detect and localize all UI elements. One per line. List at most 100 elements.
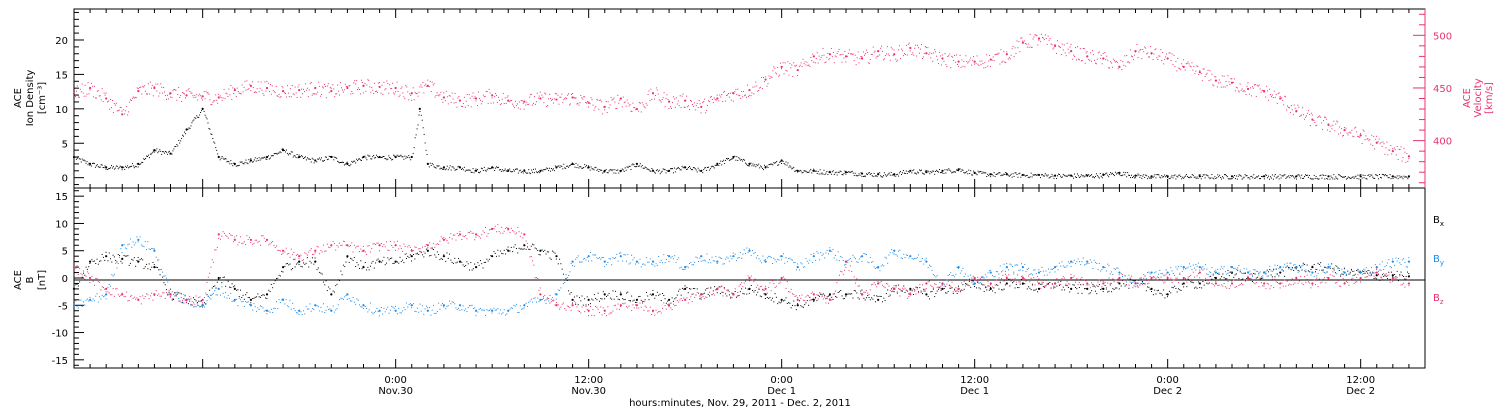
- bx-sample: [761, 296, 763, 298]
- bx-sample: [822, 293, 824, 295]
- velocity-sample: [1335, 123, 1337, 125]
- velocity-sample: [1102, 52, 1104, 54]
- velocity-sample: [521, 100, 523, 102]
- density-sample: [1319, 175, 1321, 177]
- bx-sample: [418, 253, 420, 255]
- by-sample: [501, 313, 503, 315]
- density-sample: [1272, 178, 1274, 180]
- density-sample: [1028, 177, 1030, 179]
- density-sample: [1125, 172, 1127, 174]
- velocity-sample: [589, 103, 591, 105]
- bx-sample: [569, 293, 571, 295]
- velocity-sample: [135, 97, 137, 99]
- density-sample: [486, 169, 488, 171]
- velocity-sample: [829, 57, 831, 59]
- density-sample: [1118, 174, 1120, 176]
- velocity-sample: [438, 95, 440, 97]
- velocity-sample: [975, 62, 977, 64]
- bx-sample: [1387, 278, 1389, 280]
- velocity-sample: [309, 83, 311, 85]
- velocity-sample: [1129, 62, 1131, 64]
- velocity-sample: [230, 84, 232, 86]
- velocity-sample: [1400, 146, 1402, 148]
- density-sample: [971, 174, 973, 176]
- density-sample: [1001, 174, 1003, 176]
- density-sample: [788, 166, 790, 168]
- bx-sample: [748, 292, 750, 294]
- bx-sample: [1234, 274, 1236, 276]
- bx-sample: [919, 287, 921, 289]
- bx-sample: [312, 257, 314, 259]
- velocity-sample: [971, 64, 973, 66]
- bx-sample: [1241, 279, 1243, 281]
- by-sample: [135, 242, 137, 244]
- bx-sample: [864, 299, 866, 301]
- by-sample: [676, 259, 678, 261]
- by-sample: [297, 312, 299, 314]
- density-sample: [1279, 174, 1281, 176]
- bx-sample: [1165, 293, 1167, 295]
- bx-sample: [1374, 277, 1376, 279]
- velocity-sample: [1191, 62, 1193, 64]
- density-sample: [575, 162, 577, 164]
- density-sample: [400, 154, 402, 156]
- velocity-sample: [176, 99, 178, 101]
- velocity-point: [1053, 44, 1057, 47]
- bx-sample: [987, 285, 989, 287]
- velocity-sample: [670, 106, 672, 108]
- by-sample: [772, 262, 774, 264]
- bx-sample: [182, 302, 184, 304]
- velocity-sample: [304, 83, 306, 85]
- density-sample: [796, 169, 798, 171]
- bx-sample: [585, 304, 587, 306]
- velocity-sample: [1233, 78, 1235, 80]
- velocity-sample: [640, 111, 642, 113]
- velocity-sample: [1022, 40, 1024, 42]
- velocity-sample: [553, 98, 555, 100]
- by-sample: [86, 298, 88, 300]
- velocity-sample: [1313, 120, 1315, 122]
- velocity-sample: [867, 62, 869, 64]
- by-sample: [212, 292, 214, 294]
- velocity-sample: [147, 93, 149, 95]
- by-sample: [550, 298, 552, 300]
- velocity-point: [298, 88, 301, 92]
- bx-sample: [988, 289, 990, 291]
- velocity-sample: [623, 102, 625, 104]
- density-sample: [259, 159, 261, 161]
- density-sample: [946, 169, 948, 171]
- velocity-sample: [144, 85, 146, 87]
- bx-sample: [481, 263, 483, 265]
- bx-sample: [734, 290, 736, 292]
- by-sample: [604, 266, 606, 268]
- by-sample: [502, 312, 504, 314]
- bx-sample: [773, 301, 775, 303]
- bx-sample: [893, 291, 895, 293]
- bx-sample: [1124, 285, 1126, 287]
- bx-sample: [105, 251, 107, 253]
- bx-sample: [164, 284, 166, 286]
- by-sample: [362, 308, 364, 310]
- by-sample: [568, 274, 570, 276]
- bx-sample: [339, 280, 341, 282]
- velocity-sample: [533, 102, 535, 104]
- density-sample: [1034, 174, 1036, 176]
- velocity-sample: [516, 103, 518, 105]
- velocity-sample: [671, 107, 673, 109]
- by-sample: [88, 300, 90, 302]
- density-sample: [776, 160, 778, 162]
- velocity-sample: [242, 91, 244, 93]
- velocity-sample: [1385, 147, 1387, 149]
- by-sample: [494, 309, 496, 311]
- y-tick-label-field: 15: [55, 192, 68, 203]
- velocity-sample: [1341, 128, 1343, 130]
- density-sample: [1219, 174, 1221, 176]
- velocity-point: [314, 86, 317, 90]
- by-sample: [575, 258, 577, 260]
- bx-sample: [257, 293, 259, 295]
- velocity-sample: [915, 44, 917, 46]
- by-sample: [272, 311, 274, 313]
- by-sample: [75, 300, 77, 302]
- by-sample: [687, 267, 689, 269]
